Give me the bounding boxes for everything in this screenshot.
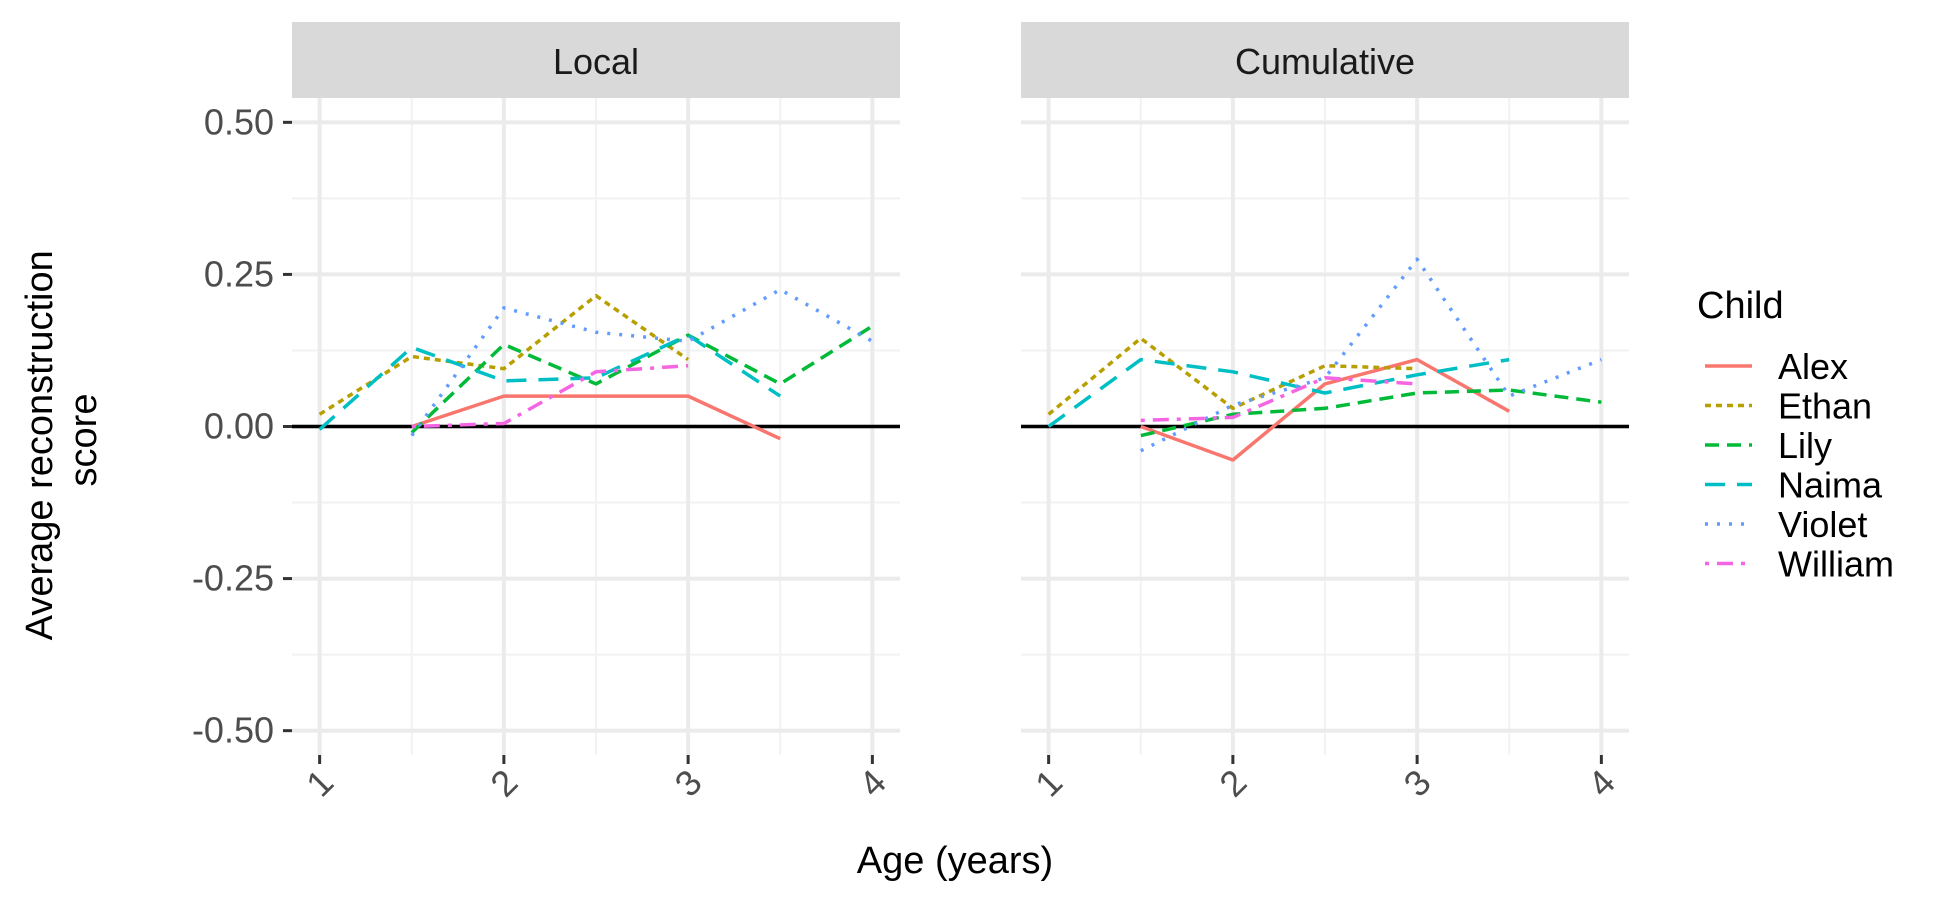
series-line-alex — [1140, 357, 1511, 462]
x-tick-label: 3 — [1396, 761, 1439, 804]
series-line-naima — [318, 333, 782, 431]
y-axis-title: Average reconstruction score — [19, 240, 105, 641]
panels-layer: Local 1 2 3 4 -0.50 -0.25 0.00 0.25 0.50 Cumulativ… — [192, 22, 1629, 805]
panel-local: Local 1 2 3 4 -0.50 -0.25 0.00 0.25 0.50 — [192, 22, 900, 805]
series-line-lily — [1140, 388, 1602, 438]
series-line-ethan — [318, 293, 690, 416]
facet-strip-label: Local — [553, 41, 639, 82]
x-tick-label: 2 — [482, 761, 525, 804]
legend-label-naima: Naima — [1778, 465, 1883, 506]
series-line-violet — [1140, 257, 1603, 453]
series-line-william — [411, 363, 689, 429]
x-tick-label: 1 — [298, 761, 341, 804]
facet-strip — [1021, 22, 1629, 98]
series-line-ethan — [1047, 336, 1418, 416]
facet-strip — [292, 22, 900, 98]
panel-cumulative: Cumulative 1 2 3 4 — [1021, 22, 1629, 805]
legend-title: Child — [1697, 285, 1784, 327]
series-line-violet — [410, 287, 874, 437]
y-tick-label: 0.00 — [204, 406, 274, 447]
series-line-alex — [411, 394, 781, 441]
y-tick-label: 0.25 — [204, 253, 274, 294]
y-tick-label: -0.25 — [192, 558, 274, 599]
legend-label-ethan: Ethan — [1778, 386, 1872, 427]
series-line-william — [1140, 376, 1418, 423]
x-tick-label: 1 — [1027, 761, 1070, 804]
series-line-naima — [1047, 357, 1510, 428]
y-axis-title-line-1: Average reconstruction — [19, 250, 61, 640]
y-tick-label: 0.50 — [204, 101, 274, 142]
x-tick-label: 4 — [1580, 761, 1623, 804]
legend-label-william: William — [1778, 544, 1894, 585]
x-axis-title: Age (years) — [857, 840, 1053, 882]
x-tick-label: 3 — [667, 761, 710, 804]
legend-label-violet: Violet — [1778, 504, 1867, 545]
y-axis-title-line-2: score — [63, 394, 105, 487]
x-tick-label: 2 — [1211, 761, 1254, 804]
x-tick-label: 4 — [851, 761, 894, 804]
legend-label-alex: Alex — [1778, 346, 1848, 387]
series-line-lily — [410, 324, 874, 434]
y-tick-label: -0.50 — [192, 710, 274, 751]
legend-label-lily: Lily — [1778, 425, 1832, 466]
facet-strip-label: Cumulative — [1235, 41, 1415, 82]
